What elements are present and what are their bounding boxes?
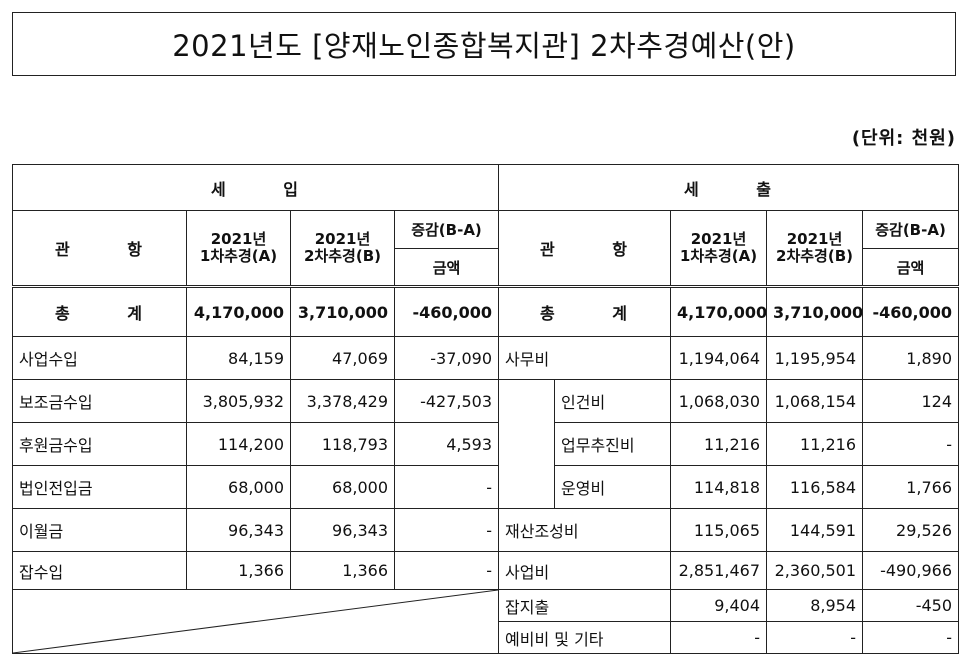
- expense-sub-indent: [498, 379, 556, 509]
- income-row-b: 96,343: [290, 508, 395, 552]
- unit-label: (단위: 천원): [851, 128, 956, 149]
- income-col-b-line1: 2021년: [314, 230, 371, 248]
- expense-row-diff: -: [862, 621, 960, 654]
- income-total-b: 3,710,000: [290, 286, 395, 337]
- income-col-diff: 증감(B-A): [393, 210, 500, 249]
- income-row-b: 68,000: [290, 465, 395, 509]
- income-row-name: 후원금수입: [12, 422, 187, 466]
- diagonal-line: [13, 590, 498, 653]
- expense-row-b: 1,195,954: [766, 336, 864, 380]
- expense-row-a: 11,216: [670, 422, 768, 466]
- income-row-b: 1,366: [290, 551, 395, 590]
- income-row-name: 보조금수입: [12, 379, 187, 423]
- expense-row-a: 114,818: [670, 465, 768, 509]
- income-row-name: 법인전입금: [12, 465, 187, 509]
- income-header: 세 입: [11, 164, 500, 211]
- budget-table: 세 입 세 출 관 항 2021년 1차추경(A) 2021년 2차추경(B) …: [11, 164, 960, 654]
- expense-row-a: 9,404: [670, 589, 768, 622]
- income-row-a: 3,805,932: [186, 379, 291, 423]
- income-row-diff: -: [393, 551, 500, 590]
- expense-row-name: 잡지출: [498, 589, 672, 622]
- expense-total-diff: -460,000: [862, 286, 960, 337]
- expense-col-amount: 금액: [862, 248, 960, 288]
- expense-row-diff: 124: [862, 379, 960, 423]
- expense-col-a-line2: 1차추경(A): [679, 247, 758, 265]
- expense-col-b: 2021년 2차추경(B): [766, 210, 864, 288]
- expense-row-diff: -490,966: [862, 551, 960, 590]
- expense-row-b: 11,216: [766, 422, 864, 466]
- income-row-name: 사업수입: [12, 336, 187, 380]
- expense-row-b: 1,068,154: [766, 379, 864, 423]
- income-row-diff: 4,593: [393, 422, 500, 466]
- expense-subrow-name: 운영비: [554, 465, 672, 509]
- expense-subrow-name: 인건비: [554, 379, 672, 423]
- income-col-a-line1: 2021년: [210, 230, 267, 248]
- income-row-b: 47,069: [290, 336, 395, 380]
- expense-row-diff: 1,766: [862, 465, 960, 509]
- expense-header: 세 출: [498, 164, 960, 211]
- income-row-name: 잡수입: [12, 551, 187, 590]
- expense-row-a: 1,068,030: [670, 379, 768, 423]
- income-row-b: 118,793: [290, 422, 395, 466]
- expense-row-b: -: [766, 621, 864, 654]
- expense-row-diff: 29,526: [862, 508, 960, 552]
- expense-col-a: 2021년 1차추경(A): [670, 210, 768, 288]
- expense-row-a: 115,065: [670, 508, 768, 552]
- expense-row-a: -: [670, 621, 768, 654]
- expense-col-b-line1: 2021년: [786, 230, 843, 248]
- expense-row-diff: 1,890: [862, 336, 960, 380]
- expense-col-gwan-hang: 관 항: [498, 210, 672, 288]
- expense-col-diff: 증감(B-A): [862, 210, 960, 249]
- expense-row-a: 2,851,467: [670, 551, 768, 590]
- expense-col-b-line2: 2차추경(B): [776, 247, 853, 265]
- income-col-gwan-hang: 관 항: [12, 210, 187, 288]
- income-row-a: 68,000: [186, 465, 291, 509]
- expense-row-name: 재산조성비: [498, 508, 672, 552]
- expense-total-a: 4,170,000: [670, 286, 768, 337]
- expense-row-b: 116,584: [766, 465, 864, 509]
- title-box: 2021년도 [양재노인종합복지관] 2차추경예산(안): [12, 12, 956, 76]
- income-col-amount: 금액: [393, 248, 500, 288]
- expense-total-label: 총 계: [498, 286, 672, 337]
- page-title: 2021년도 [양재노인종합복지관] 2차추경예산(안): [172, 29, 796, 63]
- income-row-name: 이월금: [12, 508, 187, 552]
- income-col-a: 2021년 1차추경(A): [186, 210, 291, 288]
- expense-row-name: 사업비: [498, 551, 672, 590]
- income-row-diff: -: [393, 465, 500, 509]
- income-row-a: 114,200: [186, 422, 291, 466]
- income-total-diff: -460,000: [393, 286, 500, 337]
- expense-row-name: 예비비 및 기타: [498, 621, 672, 654]
- income-total-label: 총 계: [12, 286, 187, 337]
- expense-col-a-line1: 2021년: [690, 230, 747, 248]
- income-row-a: 84,159: [186, 336, 291, 380]
- expense-row-b: 144,591: [766, 508, 864, 552]
- income-row-diff: -: [393, 508, 500, 552]
- empty-diagonal-cell: [11, 589, 500, 654]
- expense-total-b: 3,710,000: [766, 286, 864, 337]
- expense-row-b: 2,360,501: [766, 551, 864, 590]
- income-total-a: 4,170,000: [186, 286, 291, 337]
- income-col-b-line2: 2차추경(B): [304, 247, 381, 265]
- income-row-a: 1,366: [186, 551, 291, 590]
- expense-row-a: 1,194,064: [670, 336, 768, 380]
- expense-row-b: 8,954: [766, 589, 864, 622]
- expense-row-name: 사무비: [498, 336, 672, 380]
- expense-row-diff: -450: [862, 589, 960, 622]
- income-row-diff: -37,090: [393, 336, 500, 380]
- expense-subrow-name: 업무추진비: [554, 422, 672, 466]
- income-row-b: 3,378,429: [290, 379, 395, 423]
- income-col-b: 2021년 2차추경(B): [290, 210, 395, 288]
- income-col-a-line2: 1차추경(A): [199, 247, 278, 265]
- income-row-a: 96,343: [186, 508, 291, 552]
- expense-row-diff: -: [862, 422, 960, 466]
- income-row-diff: -427,503: [393, 379, 500, 423]
